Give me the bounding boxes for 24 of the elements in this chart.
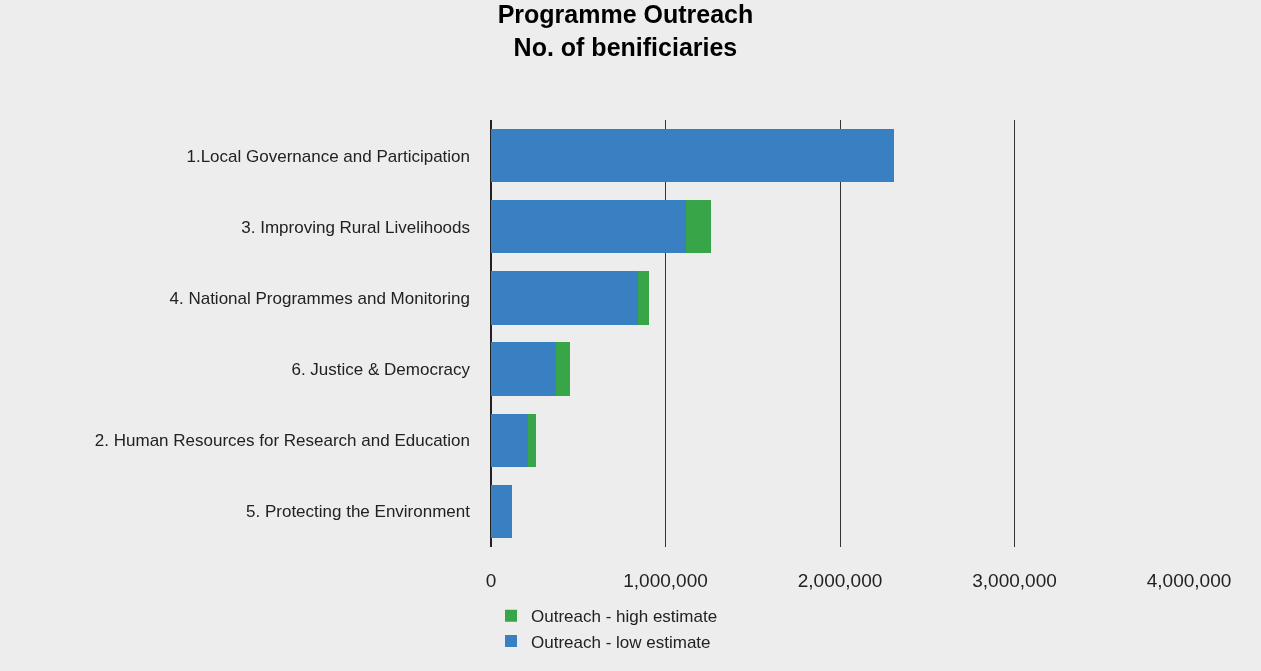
bar [491, 484, 512, 539]
x-tick-label: 2,000,000 [797, 570, 883, 591]
y-tick-label: 3. Improving Rural Livelihoods [241, 217, 470, 237]
bar [555, 342, 571, 396]
bar [491, 271, 638, 325]
bar [491, 413, 528, 467]
bar [527, 413, 536, 467]
y-tick-label: 6. Justice & Democracy [291, 360, 471, 380]
x-tick-label: 0 [485, 570, 497, 591]
bar [491, 128, 895, 183]
chart-title: Programme Outreach No. of benificiaries [497, 0, 754, 61]
y-tick-label: 5. Protecting the Environment [246, 502, 471, 522]
legend-label: Outreach - high estimate [531, 607, 718, 627]
y-tick-label: 2. Human Resources for Research and Education [94, 431, 470, 451]
bar [491, 342, 556, 396]
x-tick-label: 4,000,000 [1146, 570, 1232, 591]
bar [637, 271, 649, 325]
legend-label: Outreach - low estimate [531, 632, 711, 652]
y-tick-label: 1.Local Governance and Participation [186, 146, 470, 166]
x-tick-label: 3,000,000 [972, 570, 1057, 591]
x-tick-label: 1,000,000 [623, 570, 708, 591]
bar [686, 200, 711, 254]
y-tick-label: 4. National Programmes and Monitoring [169, 288, 470, 308]
bar [491, 200, 687, 254]
